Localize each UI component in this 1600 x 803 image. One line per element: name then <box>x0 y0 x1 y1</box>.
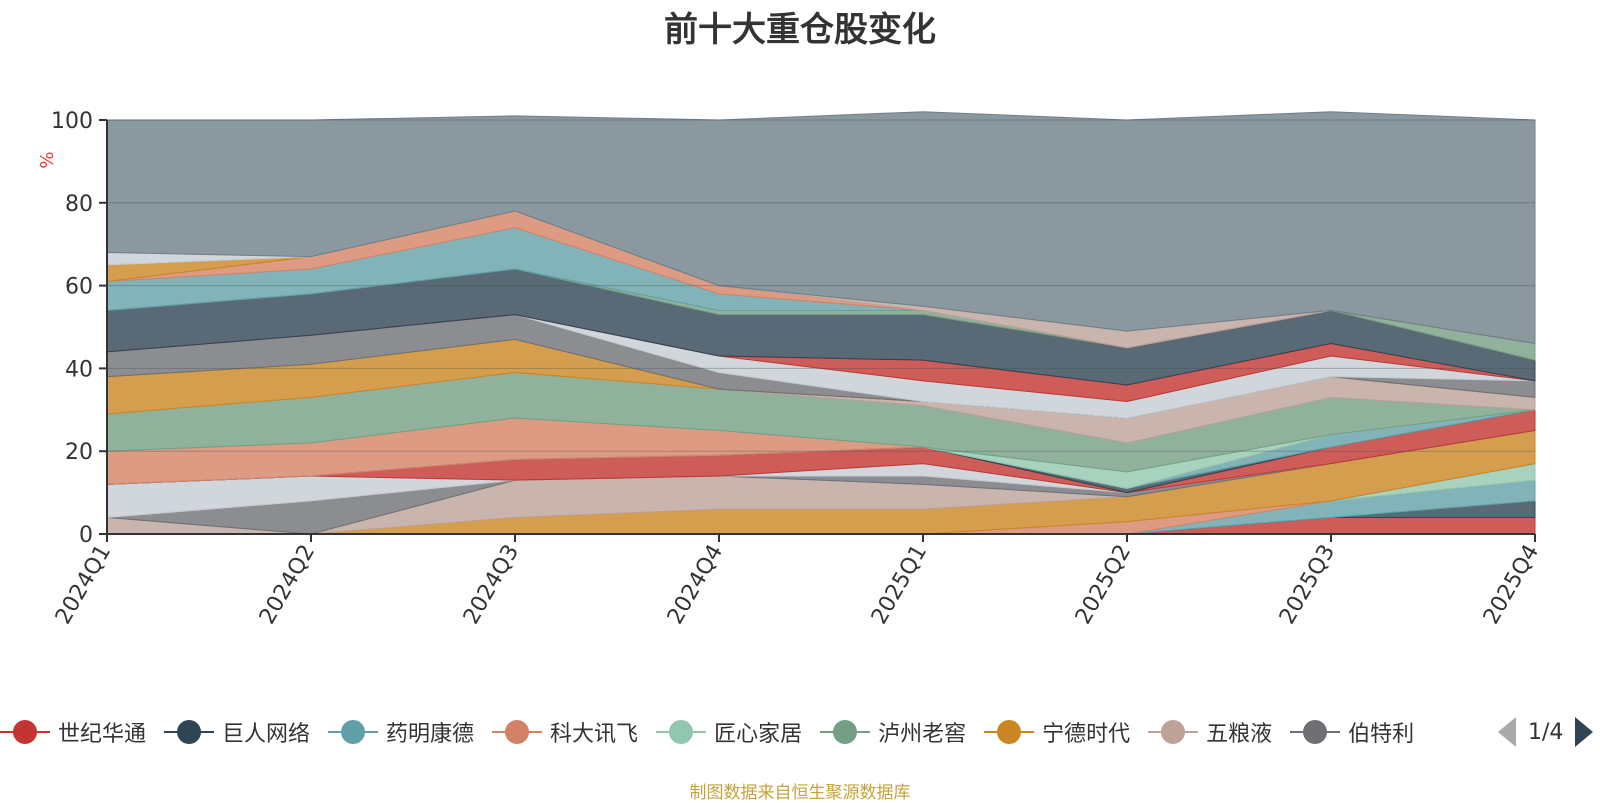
y-tick-label: 0 <box>79 523 93 548</box>
legend-item[interactable]: 药明康德 <box>328 712 474 752</box>
legend-item[interactable]: 科大讯飞 <box>492 712 638 752</box>
x-tick-label: 2024Q1 <box>51 541 116 629</box>
legend-item-label: 科大讯飞 <box>550 722 639 747</box>
legend-item-label: 泸州老窖 <box>878 722 967 747</box>
x-tick-label: 2024Q3 <box>459 541 524 629</box>
chart-legend: 世纪华通 巨人网络 药明康德 科大讯飞 匠心家居 泸州老窖 宁德时代 五粮液 伯特利 1/4 <box>0 712 1600 752</box>
legend-marker-icon <box>1290 717 1341 747</box>
legend-page-info: 1/4 <box>1528 719 1564 745</box>
legend-marker-icon <box>984 717 1035 747</box>
legend-marker-icon <box>164 717 215 747</box>
data-source-note: 制图数据来自恒生聚源数据库 <box>689 783 911 803</box>
legend-item-label: 巨人网络 <box>222 722 311 747</box>
x-tick-label: 2025Q4 <box>1479 541 1544 629</box>
legend-marker-icon <box>656 717 707 747</box>
legend-pager: 1/4 <box>1498 712 1594 752</box>
legend-item[interactable]: 宁德时代 <box>984 712 1130 752</box>
y-tick-label: 20 <box>65 440 93 465</box>
legend-item[interactable]: 巨人网络 <box>164 712 310 752</box>
legend-viewport: 世纪华通 巨人网络 药明康德 科大讯飞 匠心家居 泸州老窖 宁德时代 五粮液 伯特利 <box>0 712 1480 752</box>
legend-marker-icon <box>492 717 543 747</box>
gridlines <box>107 119 1535 452</box>
x-tick-label: 2024Q2 <box>255 541 320 629</box>
legend-item-label: 药明康德 <box>386 722 475 747</box>
x-tick-label: 2025Q2 <box>1071 541 1136 629</box>
x-tick-label: 2025Q3 <box>1275 541 1340 629</box>
y-tick-label: 40 <box>65 357 93 382</box>
y-tick-label: 100 <box>51 109 93 134</box>
legend-item[interactable]: 泸州老窖 <box>820 712 966 752</box>
legend-marker-icon <box>328 717 379 747</box>
stacked-area-chart: 0 20 40 60 80 100 2024Q1 2024Q2 2024Q3 2024Q4 2025… <box>37 109 1544 629</box>
legend-item-label: 世纪华通 <box>58 722 147 747</box>
legend-marker-icon <box>1148 717 1199 747</box>
x-tick-label: 2024Q4 <box>663 541 728 629</box>
legend-item[interactable]: 世纪华通 <box>0 712 146 752</box>
y-axis-unit-label: % <box>37 151 58 168</box>
legend-item-label: 宁德时代 <box>1042 722 1131 747</box>
legend-item-label: 伯特利 <box>1348 722 1415 747</box>
legend-item[interactable]: 五粮液 <box>1148 712 1272 752</box>
y-tick-label: 60 <box>65 275 93 300</box>
legend-prev-page-icon[interactable] <box>1498 717 1516 747</box>
area-series-其他[interactable] <box>106 111 1536 345</box>
legend-marker-icon <box>0 717 50 747</box>
legend-item[interactable]: 匠心家居 <box>656 712 802 752</box>
legend-next-page-icon[interactable] <box>1575 717 1594 747</box>
chart-title: 前十大重仓股变化 <box>664 10 936 50</box>
area-series-group <box>106 111 1536 535</box>
legend-marker-icon <box>820 717 871 747</box>
legend-item[interactable]: 伯特利 <box>1290 712 1414 752</box>
x-tick-label: 2025Q1 <box>867 541 932 629</box>
legend-item-label: 匠心家居 <box>714 722 803 747</box>
legend-item-label: 五粮液 <box>1206 722 1273 747</box>
y-tick-label: 80 <box>65 192 93 217</box>
